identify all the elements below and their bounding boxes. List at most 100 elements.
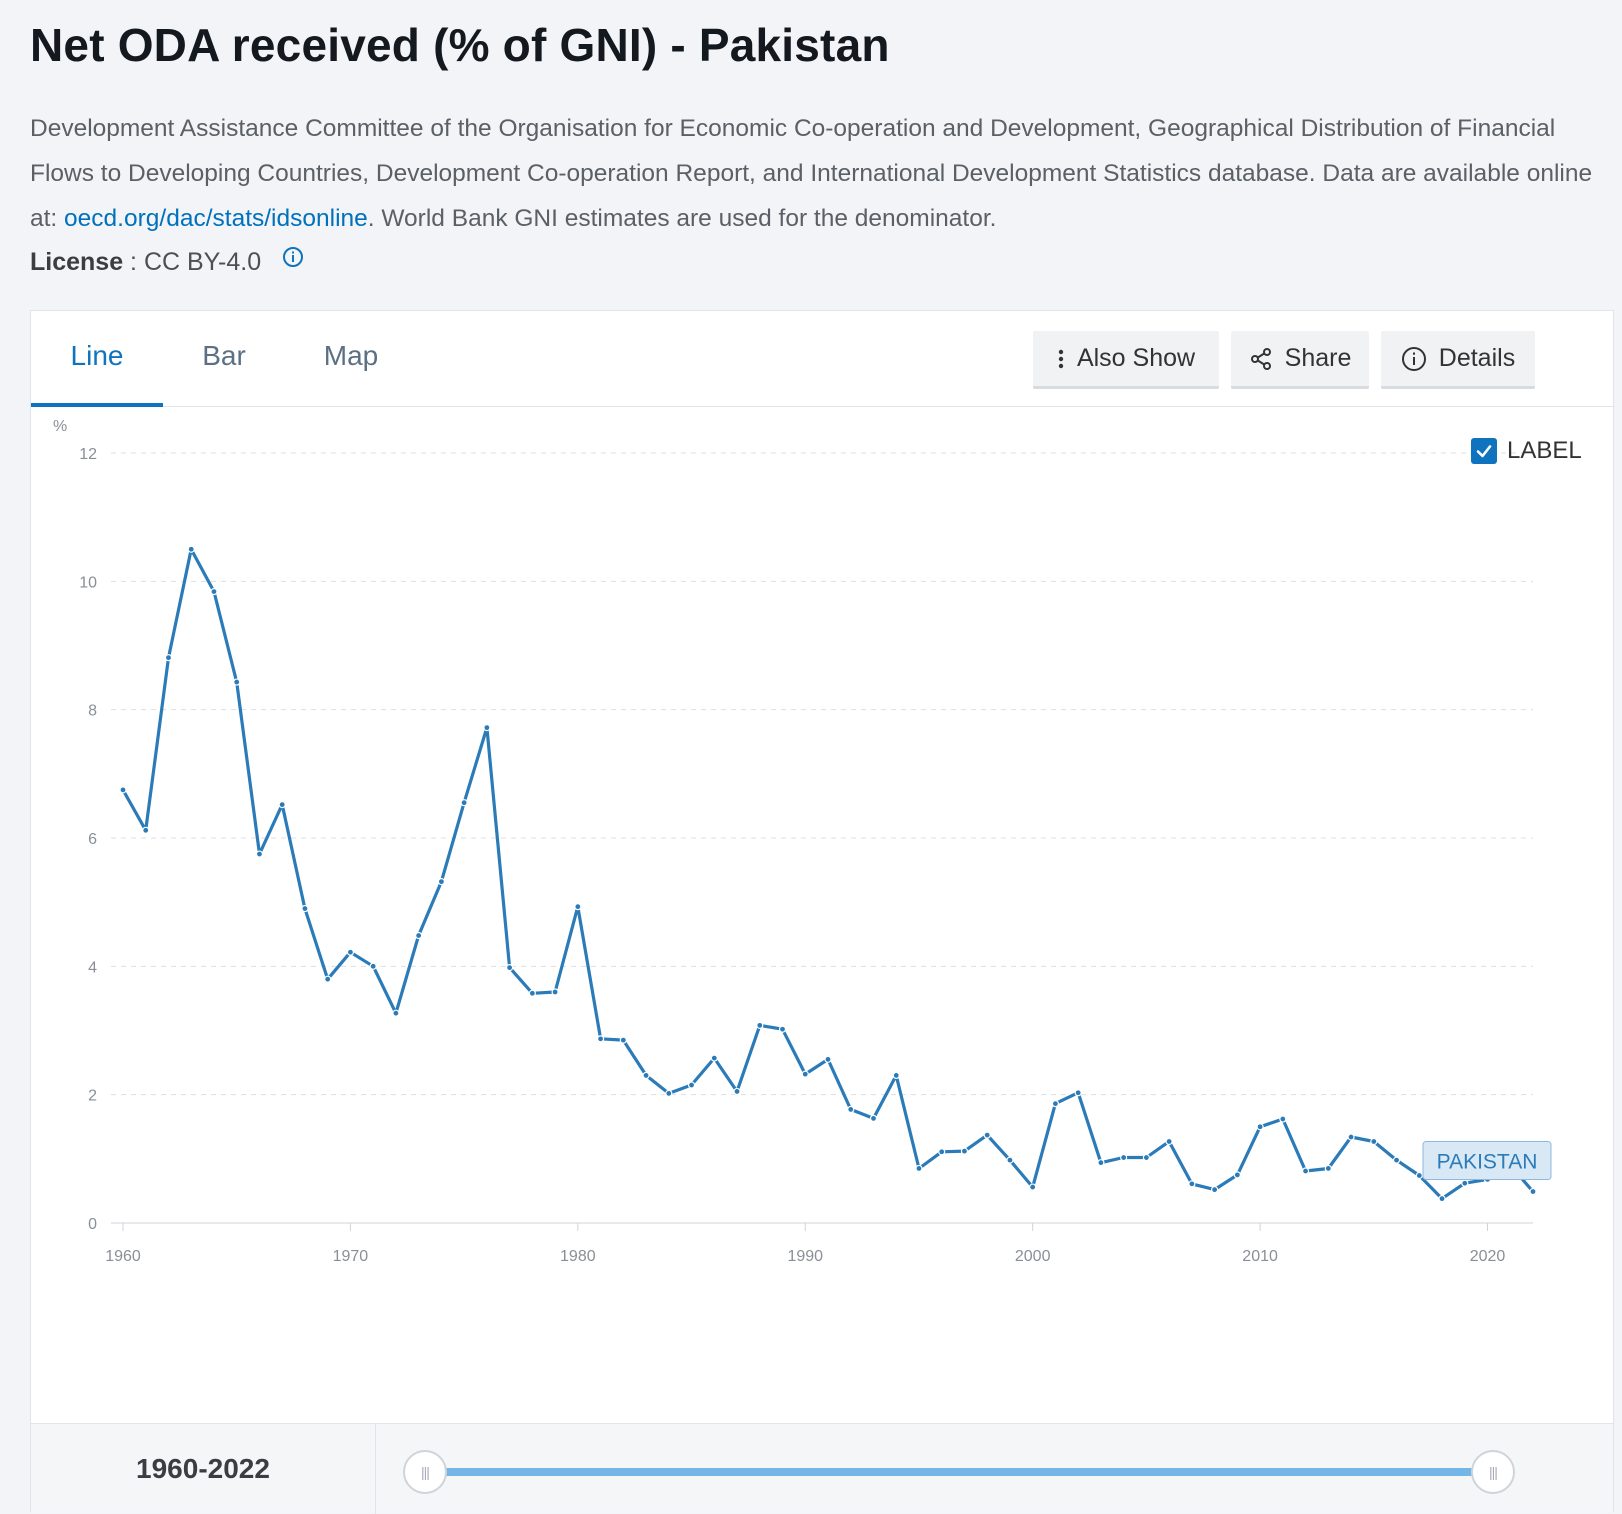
data-point	[1188, 1180, 1196, 1188]
x-tick-label: 1970	[333, 1248, 369, 1265]
y-tick-label: 6	[88, 831, 97, 848]
data-point	[665, 1089, 673, 1097]
share-icon	[1250, 347, 1271, 370]
data-point	[938, 1148, 946, 1156]
data-point	[756, 1021, 764, 1029]
data-point	[1051, 1100, 1060, 1108]
chart-card: Line Bar Map Also Show Share Details % 0 2…	[30, 310, 1614, 1514]
y-tick-label: 12	[79, 446, 97, 463]
y-tick-label: 10	[79, 574, 97, 591]
data-point	[187, 545, 195, 553]
data-point	[733, 1087, 741, 1096]
x-tick-label: 1990	[787, 1248, 823, 1265]
data-point	[437, 878, 445, 886]
data-point	[1006, 1156, 1014, 1164]
series-label-box	[1422, 1141, 1552, 1181]
source-link[interactable]: oecd.org/dac/stats/idsonline	[64, 205, 368, 232]
data-point	[847, 1105, 855, 1114]
data-point	[574, 903, 582, 911]
checkbox-checked-icon[interactable]	[1471, 438, 1497, 464]
y-tick-label: 8	[88, 703, 97, 720]
data-point	[278, 801, 286, 809]
data-point	[1142, 1153, 1150, 1162]
data-point	[392, 1009, 400, 1017]
label-toggle-text: LABEL	[1507, 437, 1582, 464]
y-tick-label: 4	[88, 959, 97, 976]
data-point	[346, 948, 355, 956]
series-label: PAKISTAN	[1437, 1151, 1538, 1174]
data-point	[255, 850, 264, 858]
share-label: Share	[1284, 344, 1352, 372]
also-show-button[interactable]: Also Show	[1033, 331, 1219, 389]
data-point	[983, 1131, 991, 1139]
share-button[interactable]: Share	[1231, 331, 1369, 389]
tab-map[interactable]: Map	[323, 340, 379, 371]
source-note: Development Assistance Committee of the …	[30, 106, 1610, 241]
data-point	[1074, 1089, 1082, 1097]
data-point	[142, 826, 150, 834]
more-vertical-icon	[1058, 349, 1064, 368]
year-range-label: 1960 - 2022	[31, 1424, 376, 1514]
data-point	[642, 1071, 650, 1080]
data-point	[415, 931, 423, 940]
data-point	[164, 654, 173, 662]
data-point	[1233, 1171, 1241, 1179]
source-text: Development Assistance Committee of the …	[30, 115, 1593, 232]
data-point	[1097, 1159, 1105, 1167]
range-footer: 1960 - 2022 ||| |||	[31, 1423, 1613, 1514]
data-point	[1370, 1137, 1378, 1146]
data-point	[324, 975, 332, 983]
data-point	[824, 1055, 832, 1063]
data-point	[596, 1035, 605, 1043]
data-point	[801, 1070, 809, 1078]
data-point	[892, 1071, 900, 1080]
data-point	[1029, 1183, 1037, 1191]
data-point	[551, 988, 559, 996]
y-axis-unit-label: %	[53, 418, 67, 435]
x-tick-label: 1960	[105, 1248, 141, 1265]
data-point	[960, 1147, 969, 1155]
details-button[interactable]: Details	[1381, 331, 1535, 389]
x-tick-label: 2020	[1470, 1248, 1506, 1265]
data-point	[619, 1036, 627, 1044]
label-toggle[interactable]: LABEL	[1471, 437, 1582, 465]
data-point	[301, 904, 309, 913]
data-point	[1165, 1137, 1173, 1146]
source-text-end: . World Bank GNI estimates are used for …	[367, 205, 997, 232]
x-tick-label: 1980	[560, 1248, 596, 1265]
data-point	[1415, 1171, 1423, 1180]
data-point	[1256, 1123, 1264, 1131]
data-point	[1392, 1156, 1401, 1164]
data-point	[778, 1025, 787, 1033]
range-slider-end-handle[interactable]: |||	[1471, 1450, 1515, 1494]
data-point	[460, 799, 468, 807]
y-tick-label: 0	[88, 1216, 97, 1233]
tab-bar: Line Bar Map Also Show Share Details	[31, 311, 1613, 407]
line-chart: % 0 2 4 6 8 10 12 1960 1970 1980 1990 2000 2010 2020 PA…	[53, 418, 1552, 1265]
tab-bar-chart[interactable]: Bar	[202, 340, 246, 371]
data-point	[915, 1164, 923, 1173]
range-slider-track[interactable]	[441, 1468, 1501, 1476]
data-point	[1438, 1195, 1446, 1203]
series-line	[121, 547, 1535, 1201]
data-point	[1529, 1187, 1537, 1196]
data-point	[119, 786, 127, 794]
data-point	[1211, 1186, 1219, 1194]
info-icon[interactable]	[282, 246, 304, 275]
info-circle-icon	[1401, 346, 1426, 371]
license-value: : CC BY-4.0	[123, 248, 262, 276]
data-point	[1279, 1115, 1287, 1123]
y-tick-label: 2	[88, 1088, 97, 1105]
tab-line[interactable]: Line	[31, 311, 163, 407]
data-point	[869, 1114, 878, 1123]
license: License : CC BY-4.0	[30, 246, 304, 277]
data-point	[528, 989, 536, 997]
data-point	[1347, 1133, 1355, 1141]
data-point	[1301, 1167, 1310, 1175]
x-tick-label: 2000	[1015, 1248, 1051, 1265]
data-point	[369, 962, 377, 970]
range-start: 1960	[136, 1453, 199, 1484]
data-point	[1324, 1164, 1332, 1173]
range-end: 2022	[207, 1453, 270, 1484]
range-slider-start-handle[interactable]: |||	[403, 1450, 447, 1494]
